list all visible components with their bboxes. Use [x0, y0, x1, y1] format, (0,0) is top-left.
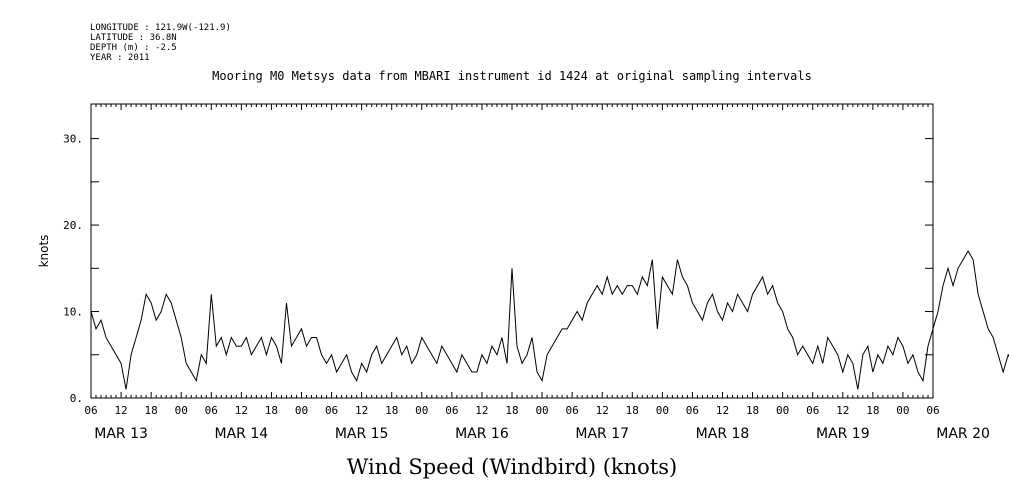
- x-hour-label: 00: [295, 404, 308, 417]
- x-hour-label: 18: [145, 404, 158, 417]
- y-tick-labels: 0. 10. 20. 30.: [63, 133, 83, 405]
- x-hour-label: 12: [716, 404, 729, 417]
- y-axis-label: knots: [37, 235, 51, 268]
- y-tick-label: 0.: [70, 392, 83, 405]
- y-tick-label: 10.: [63, 306, 83, 319]
- x-hour-label: 06: [84, 404, 97, 417]
- x-hour-label: 00: [175, 404, 188, 417]
- x-hour-label: 18: [505, 404, 518, 417]
- x-hour-label: 12: [475, 404, 488, 417]
- x-hour-label: 06: [686, 404, 699, 417]
- x-hour-label: 06: [445, 404, 458, 417]
- x-hour-label: 12: [836, 404, 849, 417]
- x-hour-label: 12: [235, 404, 248, 417]
- x-hour-label: 00: [535, 404, 548, 417]
- x-day-label: MAR 20: [936, 426, 990, 442]
- chart-title: Mooring M0 Metsys data from MBARI instru…: [212, 69, 812, 83]
- longitude-label: LONGITUDE : 121.9W(-121.9): [90, 23, 231, 33]
- x-hour-label: 18: [626, 404, 639, 417]
- x-hour-label: 00: [656, 404, 669, 417]
- x-day-label: MAR 16: [455, 426, 509, 442]
- x-hour-label: 06: [806, 404, 819, 417]
- x-hour-label: 12: [114, 404, 127, 417]
- x-hour-label: 18: [265, 404, 278, 417]
- x-hour-label: 06: [205, 404, 218, 417]
- x-day-label: MAR 17: [575, 426, 629, 442]
- wind-speed-series-line: [90, 250, 1009, 390]
- x-hour-label: 18: [866, 404, 879, 417]
- year-label: YEAR : 2011: [90, 53, 150, 63]
- x-hour-label: 06: [566, 404, 579, 417]
- latitude-label: LATITUDE : 36.8N: [90, 33, 177, 43]
- y-tick-label: 30.: [63, 133, 83, 146]
- x-hour-label: 12: [355, 404, 368, 417]
- x-hour-label: 00: [896, 404, 909, 417]
- x-day-label: MAR 14: [215, 426, 269, 442]
- x-hour-label: 18: [746, 404, 759, 417]
- x-axis-label: Wind Speed (Windbird) (knots): [347, 455, 677, 479]
- x-hour-labels: 06 12 18 00 06 12 18 00 06 12 18 00 06 12 18 00 06 12 18 00…: [84, 404, 939, 417]
- x-day-label: MAR 13: [94, 426, 148, 442]
- x-axis-ticks: [90, 104, 934, 398]
- x-hour-label: 00: [415, 404, 428, 417]
- x-hour-label: 00: [776, 404, 789, 417]
- x-hour-label: 06: [926, 404, 939, 417]
- x-day-label: MAR 19: [816, 426, 870, 442]
- x-day-label: MAR 15: [335, 426, 389, 442]
- x-hour-label: 06: [325, 404, 338, 417]
- x-hour-label: 18: [385, 404, 398, 417]
- depth-label: DEPTH (m) : -2.5: [90, 43, 177, 53]
- x-day-label: MAR 18: [696, 426, 750, 442]
- y-tick-label: 20.: [63, 219, 83, 232]
- x-hour-label: 12: [596, 404, 609, 417]
- x-day-labels: MAR 13 MAR 14 MAR 15 MAR 16 MAR 17 MAR 18 MAR …: [94, 426, 990, 442]
